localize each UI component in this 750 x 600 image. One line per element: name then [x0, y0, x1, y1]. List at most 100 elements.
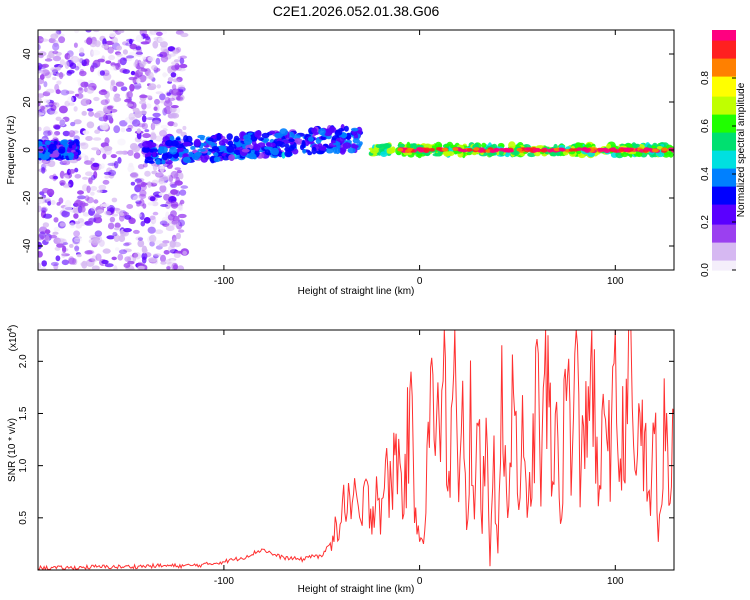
heatmap-cell: [41, 260, 47, 267]
heatmap-cell: [113, 30, 118, 33]
heatmap-cell: [147, 86, 156, 91]
heatmap-cell: [73, 230, 80, 237]
colorbar-swatch: [712, 154, 736, 157]
heatmap-cell: [170, 112, 180, 119]
colorbar-swatch: [712, 72, 736, 75]
heatmap-cell: [136, 128, 142, 134]
heatmap-cell: [78, 87, 83, 91]
colorbar-swatch: [712, 122, 736, 125]
heatmap-cell: [64, 61, 70, 69]
heatmap-cell: [141, 115, 147, 123]
heatmap-cell: [52, 133, 57, 140]
heatmap-cell: [38, 251, 43, 258]
heatmap-cell: [162, 240, 170, 244]
heatmap-cell: [279, 128, 288, 136]
heatmap-cell: [162, 72, 167, 78]
heatmap-cell: [178, 68, 186, 72]
heatmap-cell: [293, 138, 303, 144]
colorbar-swatch: [712, 152, 736, 155]
heatmap-cell: [167, 214, 175, 221]
heatmap-cell: [352, 138, 360, 144]
chart-title: C2E1.2026.052.01.38.G06: [273, 3, 440, 19]
colorbar-swatch: [712, 138, 736, 141]
colorbar-swatch: [712, 144, 736, 147]
colorbar-swatch: [712, 220, 736, 223]
heatmap-cell: [54, 131, 61, 136]
heatmap-cell: [43, 126, 51, 134]
heatmap-cell: [135, 34, 143, 43]
heatmap-cell: [142, 248, 149, 253]
heatmap-cell: [221, 138, 229, 144]
heatmap-cell: [103, 145, 113, 152]
heatmap-cell: [618, 148, 625, 152]
heatmap-cell: [137, 239, 145, 248]
heatmap-cell: [173, 264, 178, 270]
heatmap-cell: [38, 70, 44, 74]
colorbar-swatch: [712, 214, 736, 217]
colorbar-swatch: [712, 198, 736, 201]
heatmap-cell: [93, 216, 103, 224]
heatmap-cell: [126, 57, 132, 62]
colorbar-swatch: [712, 222, 736, 225]
colorbar-swatch: [712, 64, 736, 67]
heatmap-cell: [307, 136, 314, 142]
heatmap-cell: [435, 147, 442, 151]
heatmap-cell: [576, 147, 583, 151]
heatmap-cell: [441, 147, 448, 152]
heatmap-cell: [156, 84, 161, 89]
heatmap-cell: [242, 143, 247, 150]
heatmap-cell: [154, 229, 164, 234]
heatmap-cell: [53, 263, 59, 270]
heatmap-cell: [45, 88, 55, 94]
heatmap-cell: [149, 234, 157, 243]
heatmap-cell: [77, 218, 85, 223]
heatmap-cell: [134, 72, 139, 80]
colorbar-swatch: [712, 234, 736, 237]
heatmap-cell: [96, 189, 103, 193]
heatmap-cell: [47, 130, 53, 136]
colorbar-swatch: [712, 120, 736, 123]
heatmap-cell: [382, 143, 392, 149]
heatmap-cell: [170, 189, 179, 195]
colorbar-swatch: [712, 240, 736, 243]
heatmap-cell: [99, 123, 109, 131]
heatmap-cell: [80, 221, 86, 227]
heatmap-cell: [58, 33, 65, 38]
heatmap-cell: [52, 50, 59, 54]
heatmap-cell: [48, 37, 56, 44]
heatmap-cell: [150, 221, 155, 229]
heatmap-cell: [150, 131, 156, 140]
heatmap-cell: [60, 89, 70, 96]
x-tick-label: 0: [417, 276, 423, 287]
heatmap-cell: [68, 257, 77, 265]
heatmap-cell: [84, 250, 93, 255]
heatmap-cell: [54, 246, 61, 251]
heatmap-cell: [144, 170, 151, 177]
spectrogram-heatmap: [38, 30, 674, 270]
heatmap-cell: [92, 30, 100, 33]
heatmap-cell: [95, 253, 102, 261]
heatmap-cell: [86, 121, 95, 129]
heatmap-cell: [651, 148, 658, 153]
heatmap-cell: [221, 145, 227, 152]
heatmap-cell: [151, 65, 158, 71]
heatmap-cell: [70, 121, 76, 127]
heatmap-cell: [178, 229, 185, 233]
colorbar-tick-label: 0.6: [700, 119, 711, 133]
heatmap-cell: [58, 105, 68, 114]
heatmap-cell: [52, 42, 60, 51]
heatmap-cell: [45, 104, 54, 108]
heatmap-cell: [38, 234, 44, 241]
colorbar-swatch: [712, 62, 736, 65]
heatmap-cell: [302, 148, 307, 154]
colorbar-swatch: [712, 30, 736, 33]
heatmap-cell: [127, 164, 135, 173]
heatmap-cell: [61, 259, 70, 266]
snr-ylabel: SNR (10 * v/v): [7, 418, 18, 482]
heatmap-cell: [338, 137, 345, 144]
heatmap-cell: [73, 106, 78, 112]
colorbar-swatch: [712, 52, 736, 55]
heatmap-cell: [53, 175, 59, 180]
colorbar-swatch: [712, 60, 736, 63]
heatmap-cell: [178, 151, 183, 158]
